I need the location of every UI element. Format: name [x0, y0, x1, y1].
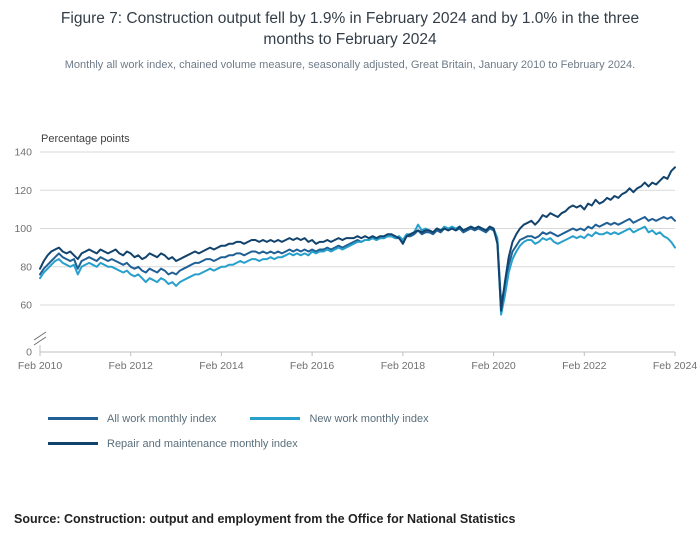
legend: All work monthly index New work monthly …	[48, 406, 463, 456]
legend-item-repair-maintenance: Repair and maintenance monthly index	[48, 438, 298, 450]
y-tick-label-120: 120	[14, 185, 32, 197]
y-tick-label-80: 80	[20, 261, 32, 273]
figure-title: Figure 7: Construction output fell by 1.…	[60, 10, 640, 49]
legend-swatch-all-work	[48, 417, 98, 420]
x-tick-label: Feb 2018	[381, 360, 426, 372]
legend-swatch-repair-maintenance	[48, 442, 98, 445]
y-axis-unit-label: Percentage points	[41, 133, 130, 145]
x-tick-label: Feb 2012	[109, 360, 154, 372]
series-line-all-work	[39, 216, 676, 305]
y-tick-label-0: 0	[26, 347, 32, 359]
legend-item-new-work: New work monthly index	[250, 412, 429, 425]
legend-swatch-new-work	[250, 417, 301, 420]
legend-label-new-work: New work monthly index	[309, 412, 429, 425]
x-tick-label: Feb 2014	[199, 360, 244, 372]
y-tick-label-140: 140	[14, 147, 32, 159]
figure-subtitle: Monthly all work index, chained volume m…	[64, 59, 636, 71]
legend-row-1: All work monthly index New work monthly …	[48, 406, 463, 431]
x-tick-label: Feb 2016	[290, 360, 335, 372]
axis-break-slash	[33, 331, 47, 341]
axis-break-slash	[33, 336, 47, 346]
series-line-repair-maintenance	[39, 166, 676, 312]
legend-row-2: Repair and maintenance monthly index	[48, 431, 463, 456]
source-attribution: Source: Construction: output and employm…	[14, 512, 516, 526]
x-tick-label: Feb 2010	[18, 360, 63, 372]
legend-item-all-work: All work monthly index	[48, 413, 216, 425]
series-line-new-work	[39, 223, 676, 316]
legend-label-repair-maintenance: Repair and maintenance monthly index	[107, 437, 298, 450]
x-tick-label: Feb 2022	[562, 360, 607, 372]
x-tick-label: Feb 2020	[471, 360, 516, 372]
legend-label-all-work: All work monthly index	[107, 412, 217, 425]
y-tick-label-100: 100	[14, 223, 32, 235]
line-chart: 0 60 80 100 120 140 Feb 2010 Feb 2012 Feb 2014 Fe…	[14, 147, 698, 373]
y-tick-label-60: 60	[20, 300, 32, 312]
x-tick-label: Feb 2024	[653, 360, 698, 372]
